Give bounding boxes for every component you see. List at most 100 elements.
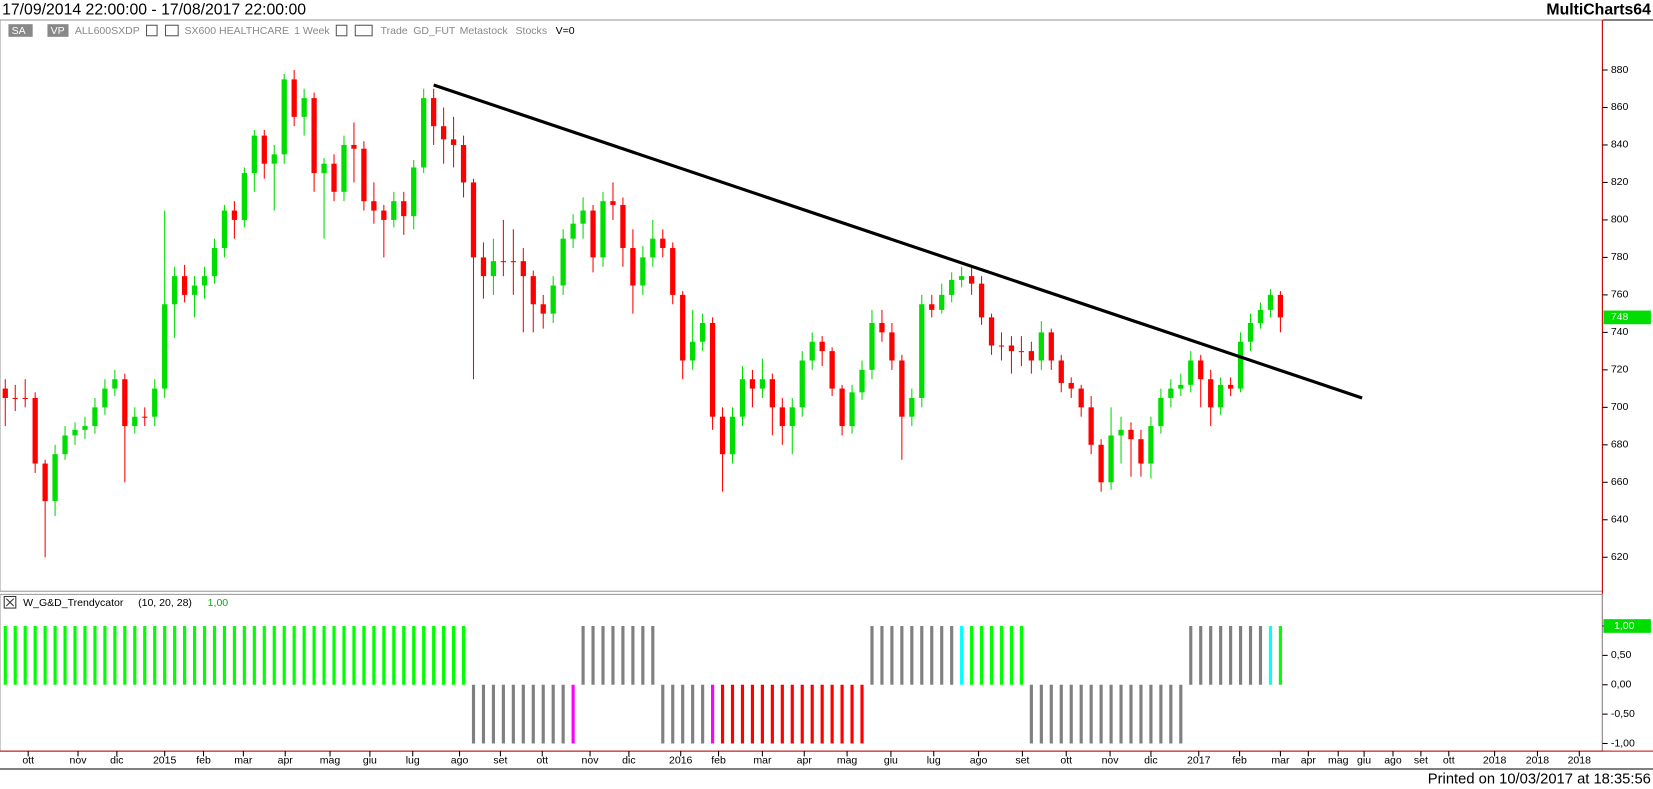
candle-body	[759, 379, 766, 389]
candle-body	[52, 454, 58, 502]
x-tick-label: giu	[1357, 754, 1371, 766]
mode: Trade	[381, 25, 408, 37]
candle-body	[1227, 384, 1234, 389]
x-tick-label: giu	[884, 754, 898, 766]
candle-body	[1098, 444, 1104, 483]
candle-body	[959, 276, 965, 280]
y-tick-label: 700	[1611, 401, 1629, 413]
x-tick-label: mar	[753, 754, 772, 766]
x-tick-label: ott	[1443, 754, 1455, 766]
candle-body	[580, 210, 586, 224]
candle-body	[221, 210, 228, 249]
candle-body	[690, 341, 696, 361]
candle-body	[92, 407, 98, 427]
candle-body	[261, 135, 267, 164]
candle-body	[988, 317, 995, 346]
candle-body	[391, 201, 397, 220]
candle-body	[1088, 407, 1094, 445]
candle-body	[560, 238, 566, 286]
x-tick-label: dic	[622, 754, 635, 766]
candle-body	[450, 139, 457, 145]
y-tick-label: 640	[1611, 514, 1629, 526]
y-tick-label: -1,00	[1611, 737, 1635, 749]
candle-body	[480, 257, 487, 277]
candle-body	[351, 144, 357, 149]
description: SX600 HEALTHCARE	[184, 25, 289, 37]
x-tick-label: 2018	[1483, 754, 1507, 766]
candle-body	[699, 322, 706, 342]
x-tick-label: mag	[837, 754, 858, 766]
vp-button[interactable]	[47, 24, 69, 37]
app-name: MultiCharts64	[1546, 2, 1651, 19]
candle-body	[719, 416, 726, 455]
indicator-value: 1,00	[208, 597, 229, 609]
candle-body	[82, 426, 88, 430]
r-dropdown[interactable]	[354, 24, 373, 37]
candle-body	[1237, 341, 1244, 389]
candle-body	[869, 322, 875, 370]
sa-button[interactable]	[8, 24, 33, 37]
info-dropdown[interactable]	[164, 24, 179, 37]
candle-body	[211, 248, 218, 277]
x-tick-label: giu	[363, 754, 377, 766]
indicator-name: W_G&D_Trendycator	[23, 597, 124, 609]
candle-body	[241, 173, 248, 220]
x-tick-label: ott	[536, 754, 548, 766]
close-icon	[5, 598, 15, 607]
resolution: 1 Week	[294, 25, 330, 37]
indicator-params: (10, 20, 28)	[138, 597, 192, 609]
candle-body	[1138, 439, 1144, 464]
candle-body	[1068, 382, 1074, 389]
x-tick-label: ott	[1060, 754, 1072, 766]
candle-body	[510, 261, 516, 263]
y-tick-label: 0,50	[1611, 649, 1632, 661]
y-tick-label: 780	[1611, 251, 1629, 263]
candle-body	[1188, 360, 1194, 385]
y-tick-label: -0,50	[1611, 708, 1635, 720]
y-tick-label: 760	[1611, 289, 1629, 301]
candle-body	[919, 304, 925, 398]
indicator-value-tag-label: 1,00	[1614, 620, 1635, 632]
candle-body	[181, 276, 188, 295]
y-tick-label: 740	[1611, 326, 1629, 338]
candle-body	[500, 261, 507, 263]
candle-body	[341, 144, 347, 192]
candle-body	[162, 304, 168, 389]
candle-body	[1128, 429, 1134, 440]
candle-body	[152, 388, 158, 417]
resolution-dropdown[interactable]	[335, 24, 348, 37]
x-tick-label: 2015	[153, 754, 177, 766]
candle-body	[311, 98, 317, 174]
candle-body	[749, 379, 756, 389]
x-tick-label: mar	[234, 754, 253, 766]
candle-body	[600, 201, 606, 258]
candle-body	[1148, 426, 1154, 464]
candle-body	[1247, 322, 1254, 342]
candle-body	[1218, 384, 1224, 408]
x-tick-label: ott	[22, 754, 34, 766]
candle-body	[670, 248, 676, 295]
x-tick-label: mag	[1328, 754, 1349, 766]
candle-body	[321, 163, 327, 174]
candle-body	[729, 416, 736, 455]
candle-body	[122, 379, 128, 427]
candle-body	[1078, 388, 1084, 408]
candle-body	[381, 210, 387, 220]
candle-body	[1267, 294, 1274, 310]
candle-body	[331, 163, 337, 192]
candle-body	[301, 98, 307, 117]
candle-body	[530, 276, 536, 305]
x-tick-label: apr	[278, 754, 294, 766]
symbol-dropdown[interactable]	[146, 24, 158, 37]
candle-body	[401, 201, 407, 217]
candle-body	[132, 416, 138, 427]
y-tick-label: 800	[1611, 214, 1629, 226]
candle-body	[660, 238, 666, 249]
candle-body	[799, 360, 805, 408]
y-tick-label: 880	[1611, 64, 1629, 76]
y-tick-label: 660	[1611, 476, 1629, 488]
candle-body	[929, 304, 935, 310]
candle-body	[371, 201, 377, 211]
trendline	[433, 83, 1363, 400]
